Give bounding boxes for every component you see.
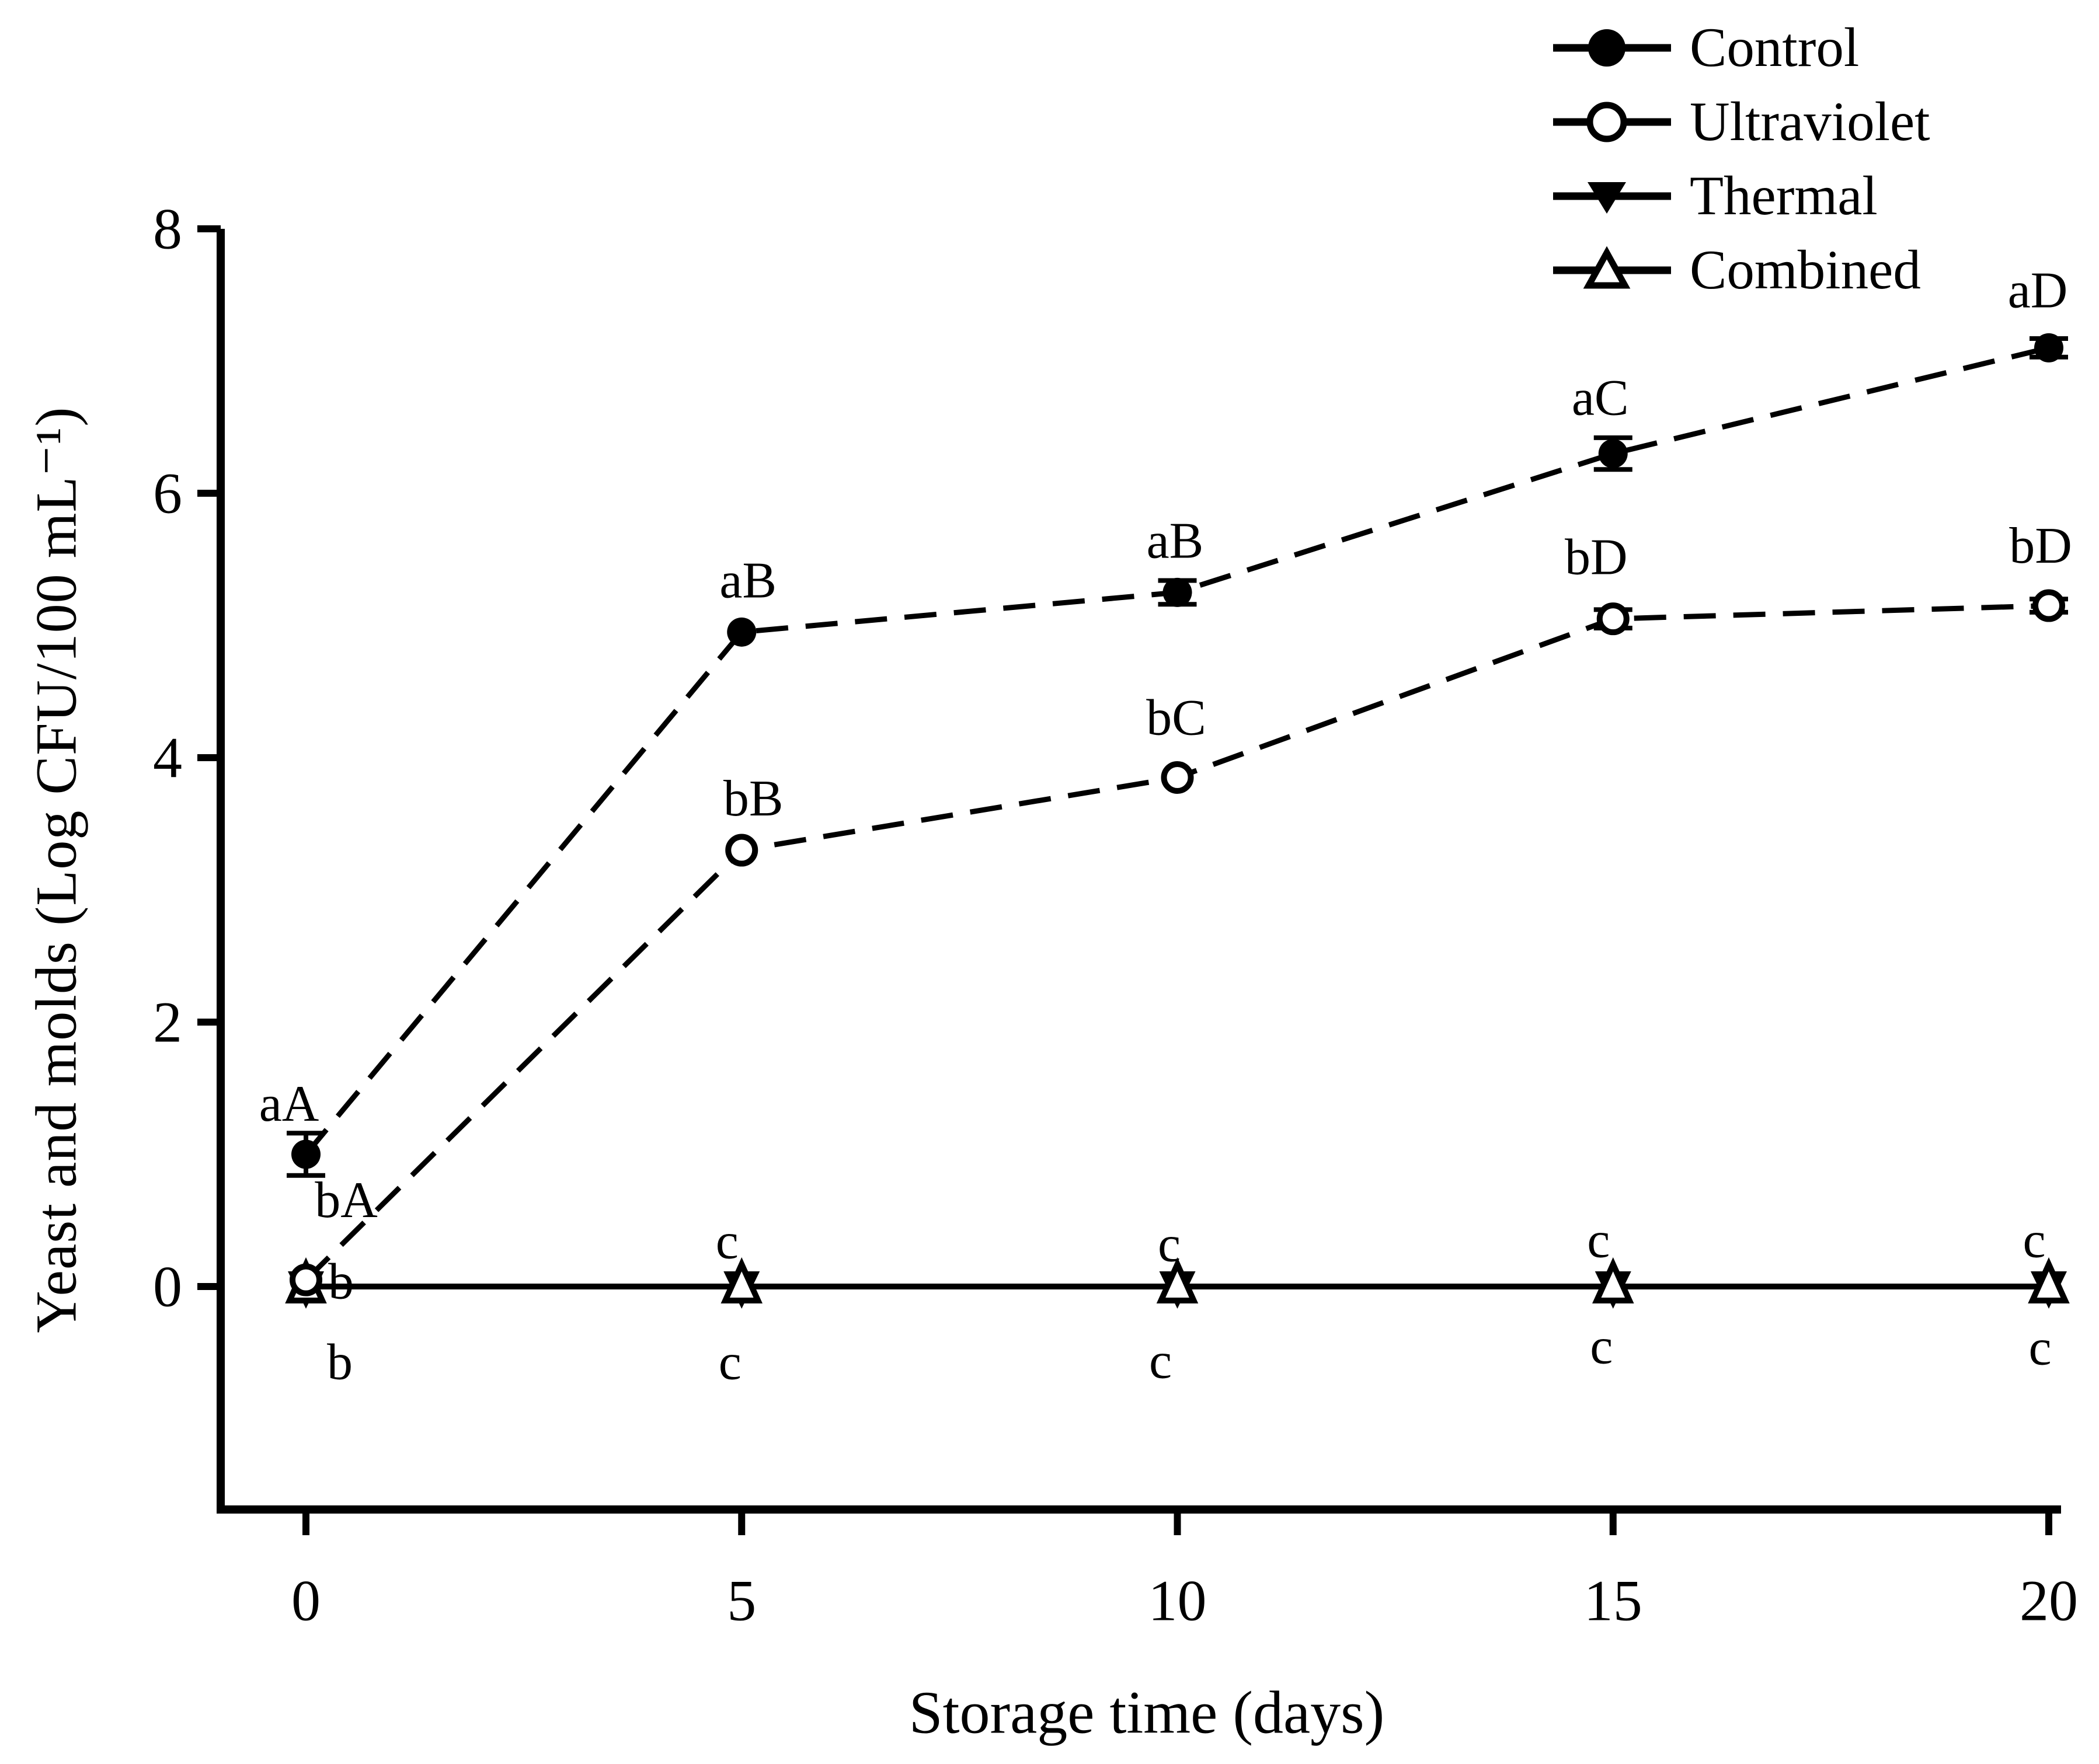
point-label: bA [315,1172,378,1229]
point-label: c [1587,1212,1610,1269]
data-point-control-day15 [1598,439,1628,469]
data-point-combined-day5 [720,1257,763,1303]
y-tick-label: 6 [153,461,182,526]
data-point-ultraviolet-day5 [725,834,758,867]
x-tick-label: 10 [1148,1568,1207,1633]
point-label: bB [723,771,784,827]
y-tick-label: 2 [153,990,182,1055]
legend-item-ultraviolet: Ultraviolet [1545,85,1930,159]
legend-item-thermal: Thermal [1545,159,1930,233]
data-point-combined-day10 [1156,1257,1199,1303]
x-tick-label: 15 [1584,1568,1642,1633]
point-label: aD [2008,262,2068,319]
point-label: c [719,1334,742,1391]
point-label: bD [2009,518,2072,574]
open-circle-icon [1553,102,1671,142]
x-axis-title: Storage time (days) [908,1679,1385,1746]
point-label: bC [1146,689,1206,746]
x-tick-label: 20 [2020,1568,2078,1633]
point-label: c [716,1214,739,1270]
x-tick-label: 5 [727,1568,756,1633]
data-point-combined-day20 [2028,1257,2070,1303]
legend-label: Ultraviolet [1690,90,1930,152]
series-line-control [304,345,2050,1156]
data-point-ultraviolet-day20 [2032,589,2065,622]
point-label: bD [1565,529,1628,586]
legend-item-combined: Combined [1545,233,1930,307]
y-tick-label: 4 [153,726,182,790]
y-axis-title: Yeast and molds (Log CFU/100 mL⁻¹) [23,406,89,1333]
data-point-combined-day15 [1592,1257,1634,1303]
data-point-ultraviolet-day10 [1161,761,1194,794]
legend-label: Thermal [1690,165,1878,226]
data-point-control-day10 [1162,577,1192,607]
legend-label: Control [1690,16,1860,78]
data-point-ultraviolet-day0 [290,1263,322,1296]
filled-circle-icon [1553,29,1671,67]
y-tick-label: 8 [153,197,182,262]
point-label: c [2028,1320,2051,1376]
point-label: aC [1572,370,1629,427]
axis-frame [217,229,2061,1514]
x-tick-label: 0 [291,1568,321,1633]
point-label: b [327,1334,353,1391]
point-label: aB [719,552,777,609]
point-label: c [1158,1216,1181,1273]
data-point-control-day0 [291,1139,321,1169]
data-point-control-day5 [727,617,757,647]
point-label: c [1590,1319,1613,1375]
point-label: c [1149,1333,1172,1390]
data-point-control-day20 [2034,333,2063,362]
point-label: b [328,1254,354,1310]
data-point-ultraviolet-day15 [1596,602,1630,636]
legend-item-control: Control [1545,11,1930,85]
point-label: aA [259,1076,319,1132]
legend-label: Combined [1690,239,1921,301]
open-triangle-up-icon [1553,246,1671,288]
y-tick-label: 0 [153,1254,182,1319]
point-label: c [2023,1212,2045,1269]
legend: Control Ultraviolet Thermal Combined [1545,11,1930,307]
point-label: aB [1147,513,1204,569]
filled-triangle-down-icon [1553,182,1671,214]
